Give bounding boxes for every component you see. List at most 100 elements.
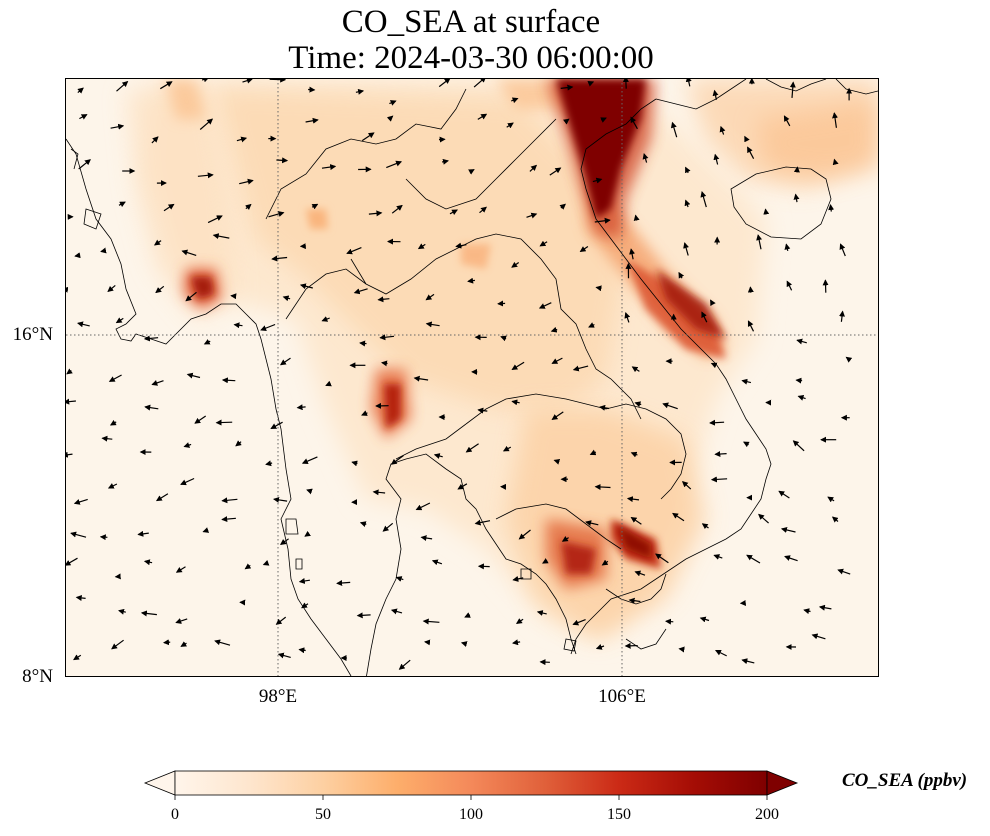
wind-arrow bbox=[79, 114, 88, 120]
wind-arrow bbox=[143, 335, 159, 342]
wind-arrow bbox=[151, 136, 159, 144]
wind-arrow bbox=[201, 79, 210, 83]
wind-arrow bbox=[626, 496, 640, 503]
wind-arrow bbox=[221, 377, 236, 384]
wind-arrow bbox=[137, 530, 149, 537]
wind-arrow bbox=[239, 178, 254, 185]
wind-arrow bbox=[746, 554, 761, 564]
wind-arrow bbox=[66, 451, 73, 458]
wind-arrow bbox=[589, 449, 597, 456]
wind-arrow bbox=[709, 419, 725, 426]
wind-arrow bbox=[215, 419, 233, 426]
wind-arrow bbox=[390, 455, 404, 465]
wind-arrow bbox=[296, 404, 306, 411]
wind-arrow bbox=[381, 360, 388, 367]
wind-arrow bbox=[175, 566, 186, 573]
wind-arrow bbox=[518, 529, 531, 540]
wind-arrow bbox=[715, 649, 727, 657]
wind-arrow bbox=[163, 203, 175, 212]
wind-arrow bbox=[479, 206, 487, 214]
map-time-subtitle: Time: 2024-03-30 06:00:00 bbox=[288, 40, 654, 76]
wind-arrow bbox=[244, 563, 252, 570]
wind-arrow bbox=[515, 618, 524, 624]
wind-arrow bbox=[630, 516, 642, 525]
wind-arrow bbox=[235, 440, 242, 447]
wind-arrow bbox=[701, 311, 708, 323]
wind-arrow bbox=[741, 658, 755, 665]
wind-arrow bbox=[678, 646, 685, 653]
wind-arrow bbox=[500, 335, 507, 342]
wind-arrow bbox=[273, 496, 288, 503]
wind-arrow bbox=[202, 527, 210, 533]
wind-arrow bbox=[629, 248, 636, 260]
wind-arrow bbox=[553, 458, 561, 465]
wind-arrow bbox=[361, 132, 375, 142]
wind-arrow bbox=[783, 115, 791, 127]
wind-arrow bbox=[304, 530, 311, 537]
wind-arrow bbox=[269, 79, 287, 83]
wind-arrow bbox=[561, 536, 569, 542]
wind-arrow bbox=[599, 404, 610, 411]
colorbar-tick-100: 100 bbox=[459, 806, 483, 823]
wind-arrow bbox=[311, 203, 319, 210]
wind-arrow bbox=[551, 411, 564, 420]
wind-arrow bbox=[186, 372, 201, 379]
wind-arrow bbox=[473, 79, 487, 88]
wind-arrow bbox=[832, 112, 838, 128]
wind-arrow bbox=[207, 215, 223, 224]
wind-arrow bbox=[221, 497, 238, 504]
wind-arrow bbox=[713, 554, 723, 560]
graticule bbox=[66, 79, 878, 676]
wind-arrow bbox=[714, 450, 727, 457]
wind-arrow bbox=[701, 523, 709, 530]
wind-arrow bbox=[601, 559, 609, 566]
wind-arrow bbox=[529, 164, 538, 172]
wind-arrow bbox=[642, 153, 649, 163]
wind-arrow bbox=[685, 79, 692, 87]
wind-arrow bbox=[265, 460, 273, 467]
colorbar bbox=[143, 770, 799, 800]
wind-arrow bbox=[299, 283, 313, 290]
wind-arrow bbox=[832, 158, 839, 166]
wind-arrow bbox=[183, 442, 192, 448]
wind-arrow bbox=[203, 339, 211, 345]
wind-arrow bbox=[828, 204, 835, 212]
wind-arrow bbox=[786, 280, 793, 291]
wind-arrow bbox=[230, 293, 237, 300]
wind-arrow bbox=[110, 123, 125, 130]
wind-arrow bbox=[542, 558, 549, 564]
wind-arrow bbox=[107, 284, 116, 293]
wind-arrow bbox=[260, 323, 276, 331]
wind-arrow bbox=[417, 243, 426, 250]
wind-arrow bbox=[386, 160, 403, 169]
wind-arrow bbox=[795, 377, 803, 384]
wind-arrow bbox=[743, 441, 750, 448]
wind-arrow bbox=[66, 557, 78, 566]
wind-arrow bbox=[662, 402, 678, 410]
wind-arrow bbox=[262, 559, 270, 566]
wind-arrow bbox=[151, 380, 164, 386]
wind-arrow bbox=[424, 639, 431, 646]
lat-tick-16n: 16°N bbox=[12, 324, 53, 345]
wind-arrow bbox=[379, 334, 395, 341]
wind-arrow bbox=[477, 407, 488, 414]
wind-arrow bbox=[588, 322, 595, 328]
wind-arrow bbox=[474, 519, 491, 526]
wind-arrow bbox=[245, 203, 252, 211]
lon-tick-98e: 98°E bbox=[258, 686, 298, 707]
wind-arrow bbox=[111, 639, 124, 650]
wind-arrow bbox=[628, 597, 641, 604]
wind-arrow bbox=[356, 612, 371, 619]
wind-arrow bbox=[778, 490, 790, 499]
wind-arrow bbox=[321, 316, 330, 322]
wind-arrow bbox=[395, 576, 404, 582]
wind-arrow bbox=[803, 608, 811, 615]
wind-arrow bbox=[455, 242, 467, 249]
wind-arrow bbox=[441, 158, 449, 165]
wind-arrow bbox=[685, 166, 691, 174]
wind-arrow bbox=[78, 159, 91, 170]
wind-arrow bbox=[155, 493, 169, 502]
wind-arrow bbox=[510, 97, 519, 104]
wind-arrow bbox=[670, 121, 678, 138]
wind-arrow bbox=[115, 317, 124, 324]
